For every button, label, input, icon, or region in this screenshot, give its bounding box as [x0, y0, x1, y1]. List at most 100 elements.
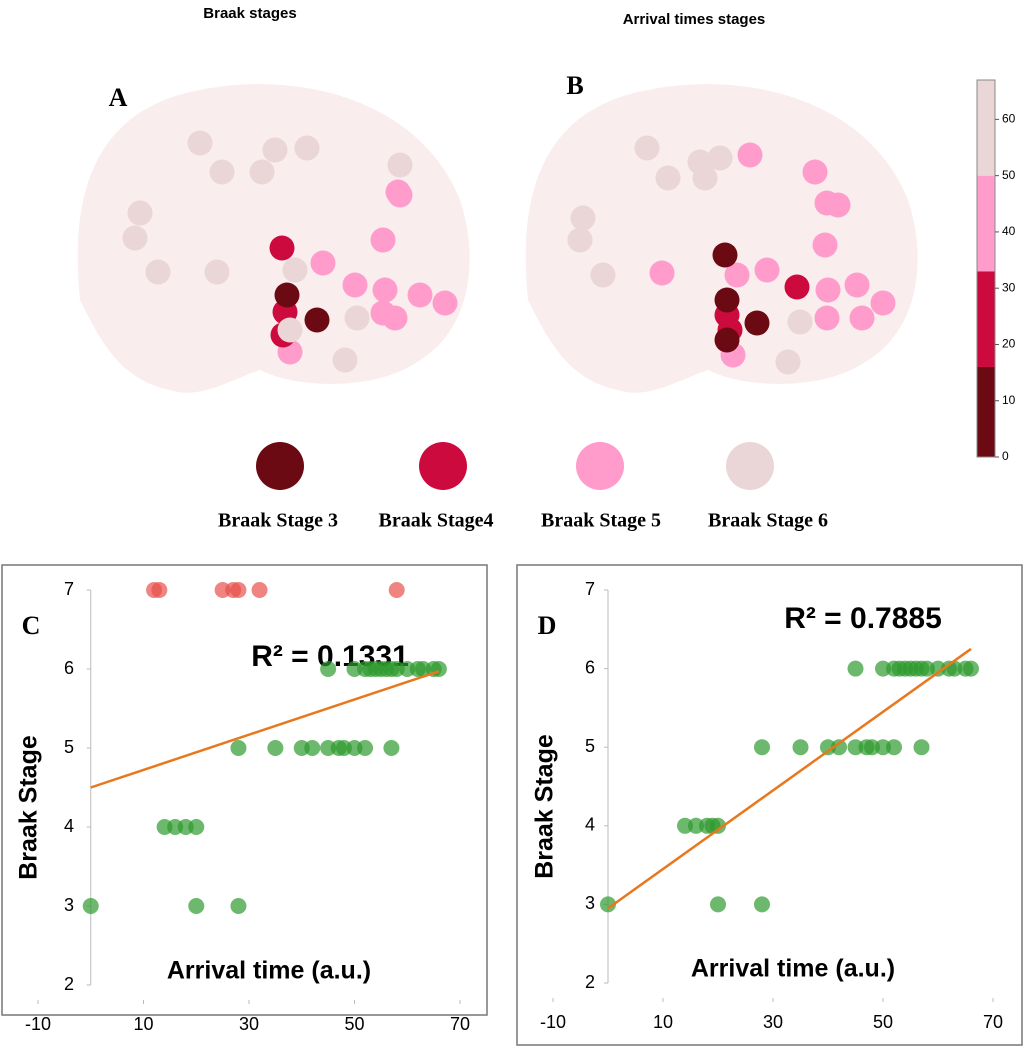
brain-node	[775, 349, 801, 375]
brain-b	[525, 84, 918, 393]
brain-node	[262, 137, 288, 163]
y-tick-label: 5	[64, 737, 74, 757]
brain-node	[372, 277, 398, 303]
brain-node	[187, 130, 213, 156]
panel-label: B	[566, 71, 583, 100]
brain-node	[342, 272, 368, 298]
brain-node	[655, 165, 681, 191]
brain-node	[649, 260, 675, 286]
data-point	[875, 739, 891, 756]
brain-node	[277, 317, 303, 343]
brain-node	[407, 282, 433, 308]
legend-swatch	[576, 442, 624, 490]
brain-node	[249, 159, 275, 185]
colorbar-band	[977, 271, 995, 367]
data-point	[267, 740, 284, 756]
y-tick-label: 50	[1002, 168, 1016, 182]
data-point	[600, 896, 616, 913]
x-axis-title: Arrival time (a.u.)	[167, 957, 371, 985]
brain-node	[724, 262, 750, 288]
data-point	[886, 739, 902, 756]
brain-node	[332, 347, 358, 373]
data-point	[82, 898, 99, 914]
x-tick-label: 70	[450, 1014, 470, 1034]
y-tick-label: 2	[585, 972, 595, 992]
data-point	[930, 660, 946, 677]
data-point	[754, 896, 770, 913]
colorbar-band	[977, 175, 995, 272]
brain-node	[145, 259, 171, 285]
data-point	[847, 660, 864, 677]
data-point	[913, 739, 930, 756]
brain-node	[802, 159, 828, 185]
panel-frame	[516, 564, 1023, 1046]
legend-swatch	[726, 442, 774, 490]
y-tick-label: 7	[64, 579, 74, 599]
brain-node	[814, 305, 840, 331]
brain-node	[687, 149, 713, 175]
brain-node	[849, 305, 875, 331]
y-tick-label: 6	[64, 658, 74, 678]
panel-label: D	[538, 611, 557, 640]
x-tick-label: -10	[540, 1012, 566, 1032]
brain-node	[570, 205, 596, 231]
x-tick-label: 70	[983, 1012, 1003, 1032]
data-point	[430, 661, 447, 677]
brain-node	[204, 259, 230, 285]
data-point	[388, 582, 405, 598]
brain-node	[714, 287, 740, 313]
brain-node	[274, 282, 300, 308]
x-tick-label: 30	[763, 1012, 783, 1032]
brain-node	[784, 274, 810, 300]
colorbar-band	[977, 80, 995, 176]
trendline	[607, 647, 972, 910]
x-tick-label: 10	[653, 1012, 673, 1032]
panel-title: Braak stages	[203, 5, 296, 22]
colorbar-band	[977, 366, 995, 457]
brain-node	[634, 135, 660, 161]
brain-node	[754, 257, 780, 283]
x-tick-label: -10	[25, 1014, 51, 1034]
panel-frame	[1, 564, 488, 1016]
brain-node	[844, 272, 870, 298]
panel-label: A	[109, 83, 128, 112]
data-point	[710, 896, 726, 913]
data-point	[304, 740, 321, 756]
y-tick-label: 0	[1002, 449, 1009, 463]
brain-node	[387, 182, 413, 208]
brain-node	[870, 290, 896, 316]
legend-label: Braak Stage 3	[218, 510, 338, 532]
brain-node	[714, 327, 740, 353]
panel-title: Arrival times stages	[623, 11, 766, 28]
brain-node	[712, 242, 738, 268]
legend-label: Braak Stage 6	[708, 510, 828, 532]
data-point	[831, 739, 847, 756]
data-point	[754, 739, 770, 756]
brain-node	[382, 305, 408, 331]
data-point	[710, 817, 726, 834]
brain-node	[825, 192, 851, 218]
brain-node	[304, 307, 330, 333]
brain-node	[269, 235, 295, 261]
y-axis-title: Braak Stage	[531, 734, 559, 879]
annotation: R² = 0.7885	[784, 602, 942, 635]
x-tick-label: 30	[239, 1014, 259, 1034]
x-tick-label: 50	[873, 1012, 893, 1032]
data-point	[847, 739, 864, 756]
data-point	[230, 898, 247, 914]
y-tick-label: 2	[64, 974, 74, 994]
legend-label: Braak Stage 5	[541, 510, 661, 532]
brain-node	[590, 262, 616, 288]
data-point	[820, 739, 836, 756]
data-point	[919, 660, 935, 677]
y-tick-label: 5	[585, 736, 595, 756]
brain-node	[122, 225, 148, 251]
data-point	[875, 660, 891, 677]
y-tick-label: 60	[1002, 112, 1016, 126]
data-point	[188, 819, 205, 835]
y-tick-label: 7	[585, 579, 595, 599]
data-point	[963, 660, 979, 677]
y-tick-label: 10	[1002, 393, 1016, 407]
